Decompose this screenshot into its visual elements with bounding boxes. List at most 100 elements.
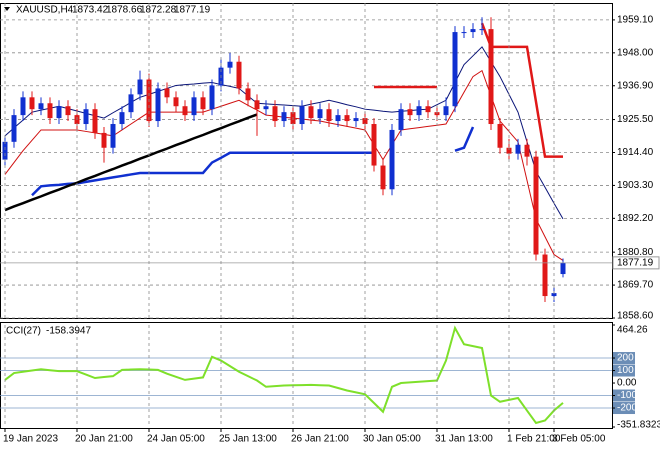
- candle-body: [551, 293, 557, 297]
- indicator-line: [31, 126, 475, 197]
- candle-body: [236, 61, 242, 89]
- candle-body: [182, 106, 188, 116]
- y-tick-label: 1948.00: [617, 47, 654, 58]
- candle-body: [47, 103, 53, 119]
- candle-body: [443, 106, 449, 116]
- candle-body: [299, 106, 305, 125]
- candle-body: [488, 29, 494, 125]
- x-tick-label: 24 Jan 05:00: [147, 434, 205, 445]
- candle-body: [209, 85, 215, 110]
- candle-body: [164, 88, 170, 98]
- indicator-line: [4, 325, 564, 425]
- candle-body: [281, 112, 287, 122]
- x-tick-label: 30 Jan 05:00: [363, 434, 421, 445]
- candle-body: [416, 106, 422, 116]
- ohlc-value: 1877.19: [174, 5, 211, 16]
- price-panel: [0, 3, 613, 319]
- candle-body: [317, 109, 323, 119]
- candle-body: [362, 118, 368, 125]
- candle-body: [497, 124, 503, 148]
- candle-body: [425, 106, 431, 113]
- x-tick-label: 31 Jan 13:00: [435, 434, 493, 445]
- indicator-line: [4, 113, 258, 212]
- candle-body: [119, 112, 125, 125]
- candle-body: [191, 97, 197, 116]
- x-tick-label: 19 Jan 2023: [3, 434, 58, 445]
- candle-body: [398, 109, 404, 130]
- candle-body: [533, 156, 539, 255]
- candle-body: [173, 97, 179, 107]
- x-tick-label: 20 Jan 21:00: [75, 434, 133, 445]
- y-tick-label: 1959.10: [617, 15, 654, 26]
- candle-body: [389, 129, 395, 190]
- candle-body: [335, 115, 341, 122]
- candle-body: [515, 144, 521, 154]
- x-tick-label: 3 Feb 05:00: [552, 434, 606, 445]
- x-tick-label: 1 Feb 21:00: [507, 434, 561, 445]
- y-tick-label: 1936.90: [617, 80, 654, 91]
- ohlc-value: 1878.66: [106, 5, 143, 16]
- candle-body: [101, 132, 107, 148]
- y-tick-label: -351.8323: [617, 420, 660, 431]
- candle-body: [380, 165, 386, 190]
- candle-body: [38, 103, 44, 110]
- candle-body: [11, 115, 17, 142]
- candle-body: [263, 106, 269, 110]
- candle-body: [452, 32, 458, 107]
- candle-body: [308, 106, 314, 119]
- candle-body: [542, 254, 548, 297]
- indicator-line: [4, 46, 564, 220]
- candle-body: [326, 109, 332, 122]
- candle-body: [371, 124, 377, 166]
- level-label-box: [613, 364, 635, 377]
- y-tick-label: 1880.80: [617, 247, 654, 258]
- candle-body: [407, 109, 413, 116]
- x-tick-label: 25 Jan 13:00: [219, 434, 277, 445]
- candle-body: [524, 144, 530, 157]
- current-price-box: [612, 256, 660, 270]
- indicator-value: -158.3947: [46, 326, 91, 337]
- y-tick-label: 100: [617, 365, 634, 376]
- y-tick-label: 1869.70: [617, 280, 654, 291]
- candle-body: [128, 94, 134, 113]
- indicator-line: [374, 22, 563, 158]
- chart-title: XAUUSD,H4: [16, 5, 74, 16]
- candle-body: [29, 97, 35, 110]
- candle-body: [227, 61, 233, 68]
- level-label-box: [613, 352, 635, 365]
- candle-body: [272, 106, 278, 122]
- ohlc-value: 1872.28: [140, 5, 177, 16]
- y-tick-label: -200: [617, 403, 637, 414]
- candle-body: [200, 97, 206, 110]
- candle-body: [245, 88, 251, 101]
- candle-body: [56, 106, 62, 119]
- candle-body: [461, 32, 467, 34]
- y-tick-label: 1903.30: [617, 180, 654, 191]
- candle-body: [506, 147, 512, 154]
- candle-body: [344, 115, 350, 122]
- current-price-label: 1877.19: [617, 258, 654, 269]
- candle-body: [83, 109, 89, 125]
- candle-body: [92, 109, 98, 133]
- level-label-box: [613, 389, 635, 402]
- candle-body: [20, 97, 26, 116]
- cci-panel: [0, 322, 613, 429]
- candle-body: [137, 79, 143, 95]
- y-tick-label: 464.26: [617, 325, 648, 336]
- candle-body: [479, 29, 485, 31]
- candle-body: [353, 118, 359, 122]
- level-label-box: [613, 402, 635, 415]
- y-tick-label: 1914.40: [617, 147, 654, 158]
- y-tick-label: 0.00: [617, 378, 637, 389]
- y-tick-label: 1925.50: [617, 114, 654, 125]
- y-tick-label: 200: [617, 353, 634, 364]
- y-tick-label: 1892.20: [617, 213, 654, 224]
- x-tick-label: 26 Jan 21:00: [291, 434, 349, 445]
- candle-body: [2, 141, 8, 160]
- indicator-title: CCI(27): [6, 326, 41, 337]
- y-tick-label: 1858.60: [617, 311, 654, 322]
- candle-body: [560, 262, 566, 275]
- y-tick-label: -100: [617, 390, 637, 401]
- ohlc-value: 1873.42: [72, 5, 109, 16]
- menu-icon: [4, 7, 10, 11]
